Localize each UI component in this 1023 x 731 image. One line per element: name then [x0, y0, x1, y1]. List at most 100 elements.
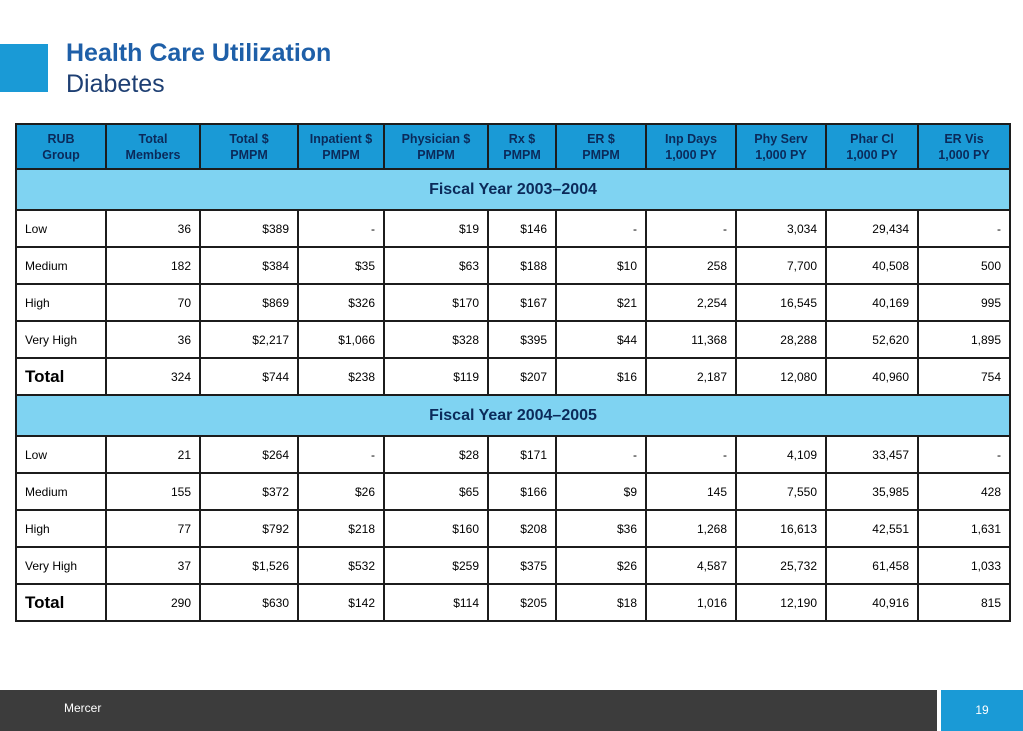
table-cell: 28,288	[735, 320, 827, 359]
table-cell: $63	[383, 246, 489, 285]
table-cell: 12,190	[735, 583, 827, 622]
table-cell: $114	[383, 583, 489, 622]
table-cell: 1,631	[917, 509, 1011, 548]
rub-group-cell: Medium	[15, 472, 107, 511]
table-cell: 35,985	[825, 472, 919, 511]
column-header: Inpatient $ PMPM	[297, 123, 385, 170]
table-cell: $372	[199, 472, 299, 511]
table-cell: 4,587	[645, 546, 737, 585]
table-cell: 40,508	[825, 246, 919, 285]
table-row: Low 36 $389- $19 $146- -3,034 29,434-	[15, 209, 1011, 248]
fiscal-year-row: Fiscal Year 2004–2005	[15, 394, 1011, 437]
table-cell: -	[645, 435, 737, 474]
fiscal-year-label: Fiscal Year 2003–2004	[15, 168, 1011, 211]
table-cell: $259	[383, 546, 489, 585]
page-subtitle: Diabetes	[66, 70, 165, 98]
table-cell: 61,458	[825, 546, 919, 585]
rub-group-cell: Total	[15, 583, 107, 622]
table-cell: $375	[487, 546, 557, 585]
utilization-table: RUB Group Total Members Total $ PMPM Inpati…	[15, 123, 1011, 622]
page-number: 19	[975, 703, 989, 717]
table-cell: $16	[555, 357, 647, 396]
rub-group-cell: High	[15, 283, 107, 322]
rub-group-cell: Medium	[15, 246, 107, 285]
table-header-row: RUB Group Total Members Total $ PMPM Inpati…	[15, 123, 1011, 170]
table-cell: -	[297, 209, 385, 248]
table-cell: $44	[555, 320, 647, 359]
table-cell: 1,016	[645, 583, 737, 622]
table-cell: $36	[555, 509, 647, 548]
table-cell: $869	[199, 283, 299, 322]
table-cell: $630	[199, 583, 299, 622]
table-cell: -	[645, 209, 737, 248]
table-cell: $26	[555, 546, 647, 585]
table-cell: 7,700	[735, 246, 827, 285]
table-cell: $19	[383, 209, 489, 248]
table-cell: 70	[105, 283, 201, 322]
table-cell: $166	[487, 472, 557, 511]
table-cell: $2,217	[199, 320, 299, 359]
table-cell: 155	[105, 472, 201, 511]
rub-group-cell: Very High	[15, 320, 107, 359]
page-number-box	[941, 690, 1023, 731]
table-cell: 7,550	[735, 472, 827, 511]
table-cell: 16,613	[735, 509, 827, 548]
table-cell: 1,895	[917, 320, 1011, 359]
table-cell: -	[917, 209, 1011, 248]
rub-group-cell: High	[15, 509, 107, 548]
table-cell: 1,033	[917, 546, 1011, 585]
table-cell: 12,080	[735, 357, 827, 396]
table-row: Low 21 $264- $28 $171- -4,109 33,457-	[15, 435, 1011, 474]
table-cell: 2,254	[645, 283, 737, 322]
rub-group-cell: Low	[15, 209, 107, 248]
table-cell: $171	[487, 435, 557, 474]
table-cell: 40,169	[825, 283, 919, 322]
table-cell: 33,457	[825, 435, 919, 474]
table-cell: 29,434	[825, 209, 919, 248]
page-title: Health Care Utilization	[66, 39, 332, 67]
table-cell: 11,368	[645, 320, 737, 359]
table-cell: 290	[105, 583, 201, 622]
table-cell: 815	[917, 583, 1011, 622]
table-cell: 40,960	[825, 357, 919, 396]
table-cell: 36	[105, 209, 201, 248]
table-cell: $792	[199, 509, 299, 548]
column-header: Total Members	[105, 123, 201, 170]
table-cell: $205	[487, 583, 557, 622]
table-cell: 1,268	[645, 509, 737, 548]
rub-group-cell: Very High	[15, 546, 107, 585]
table-cell: 21	[105, 435, 201, 474]
table-row: Medium 182 $384 $35 $63 $188 $10 258 7,700 40,508…	[15, 246, 1011, 285]
table-cell: 2,187	[645, 357, 737, 396]
column-header: Phy Serv 1,000 PY	[735, 123, 827, 170]
table-cell: $218	[297, 509, 385, 548]
table-cell: $10	[555, 246, 647, 285]
table-cell: $326	[297, 283, 385, 322]
table-row: High 70 $869 $326 $170 $167 $21 2,254 16,545 40,1…	[15, 283, 1011, 322]
table-cell: 995	[917, 283, 1011, 322]
table-row: Very High 37 $1,526 $532 $259 $375 $26 4,587 25,…	[15, 546, 1011, 585]
table-cell: $170	[383, 283, 489, 322]
table-cell: $65	[383, 472, 489, 511]
accent-block	[0, 44, 48, 92]
table-cell: 36	[105, 320, 201, 359]
column-header: Phar Cl 1,000 PY	[825, 123, 919, 170]
table-cell: -	[555, 435, 647, 474]
column-header: ER $ PMPM	[555, 123, 647, 170]
table-cell: $328	[383, 320, 489, 359]
table-row: High 77 $792 $218 $160 $208 $36 1,268 16,613 42,5…	[15, 509, 1011, 548]
table-cell: $207	[487, 357, 557, 396]
table-cell: 500	[917, 246, 1011, 285]
table-cell: $142	[297, 583, 385, 622]
table-cell: $532	[297, 546, 385, 585]
column-header: Inp Days 1,000 PY	[645, 123, 737, 170]
column-header: Physician $ PMPM	[383, 123, 489, 170]
table-cell: $1,066	[297, 320, 385, 359]
footer-brand: Mercer	[64, 701, 102, 715]
table-cell: $26	[297, 472, 385, 511]
table-row: Very High 36 $2,217 $1,066 $328 $395 $44 11,368…	[15, 320, 1011, 359]
table-cell: $119	[383, 357, 489, 396]
table-cell: $389	[199, 209, 299, 248]
fiscal-year-label: Fiscal Year 2004–2005	[15, 394, 1011, 437]
table-cell: 3,034	[735, 209, 827, 248]
